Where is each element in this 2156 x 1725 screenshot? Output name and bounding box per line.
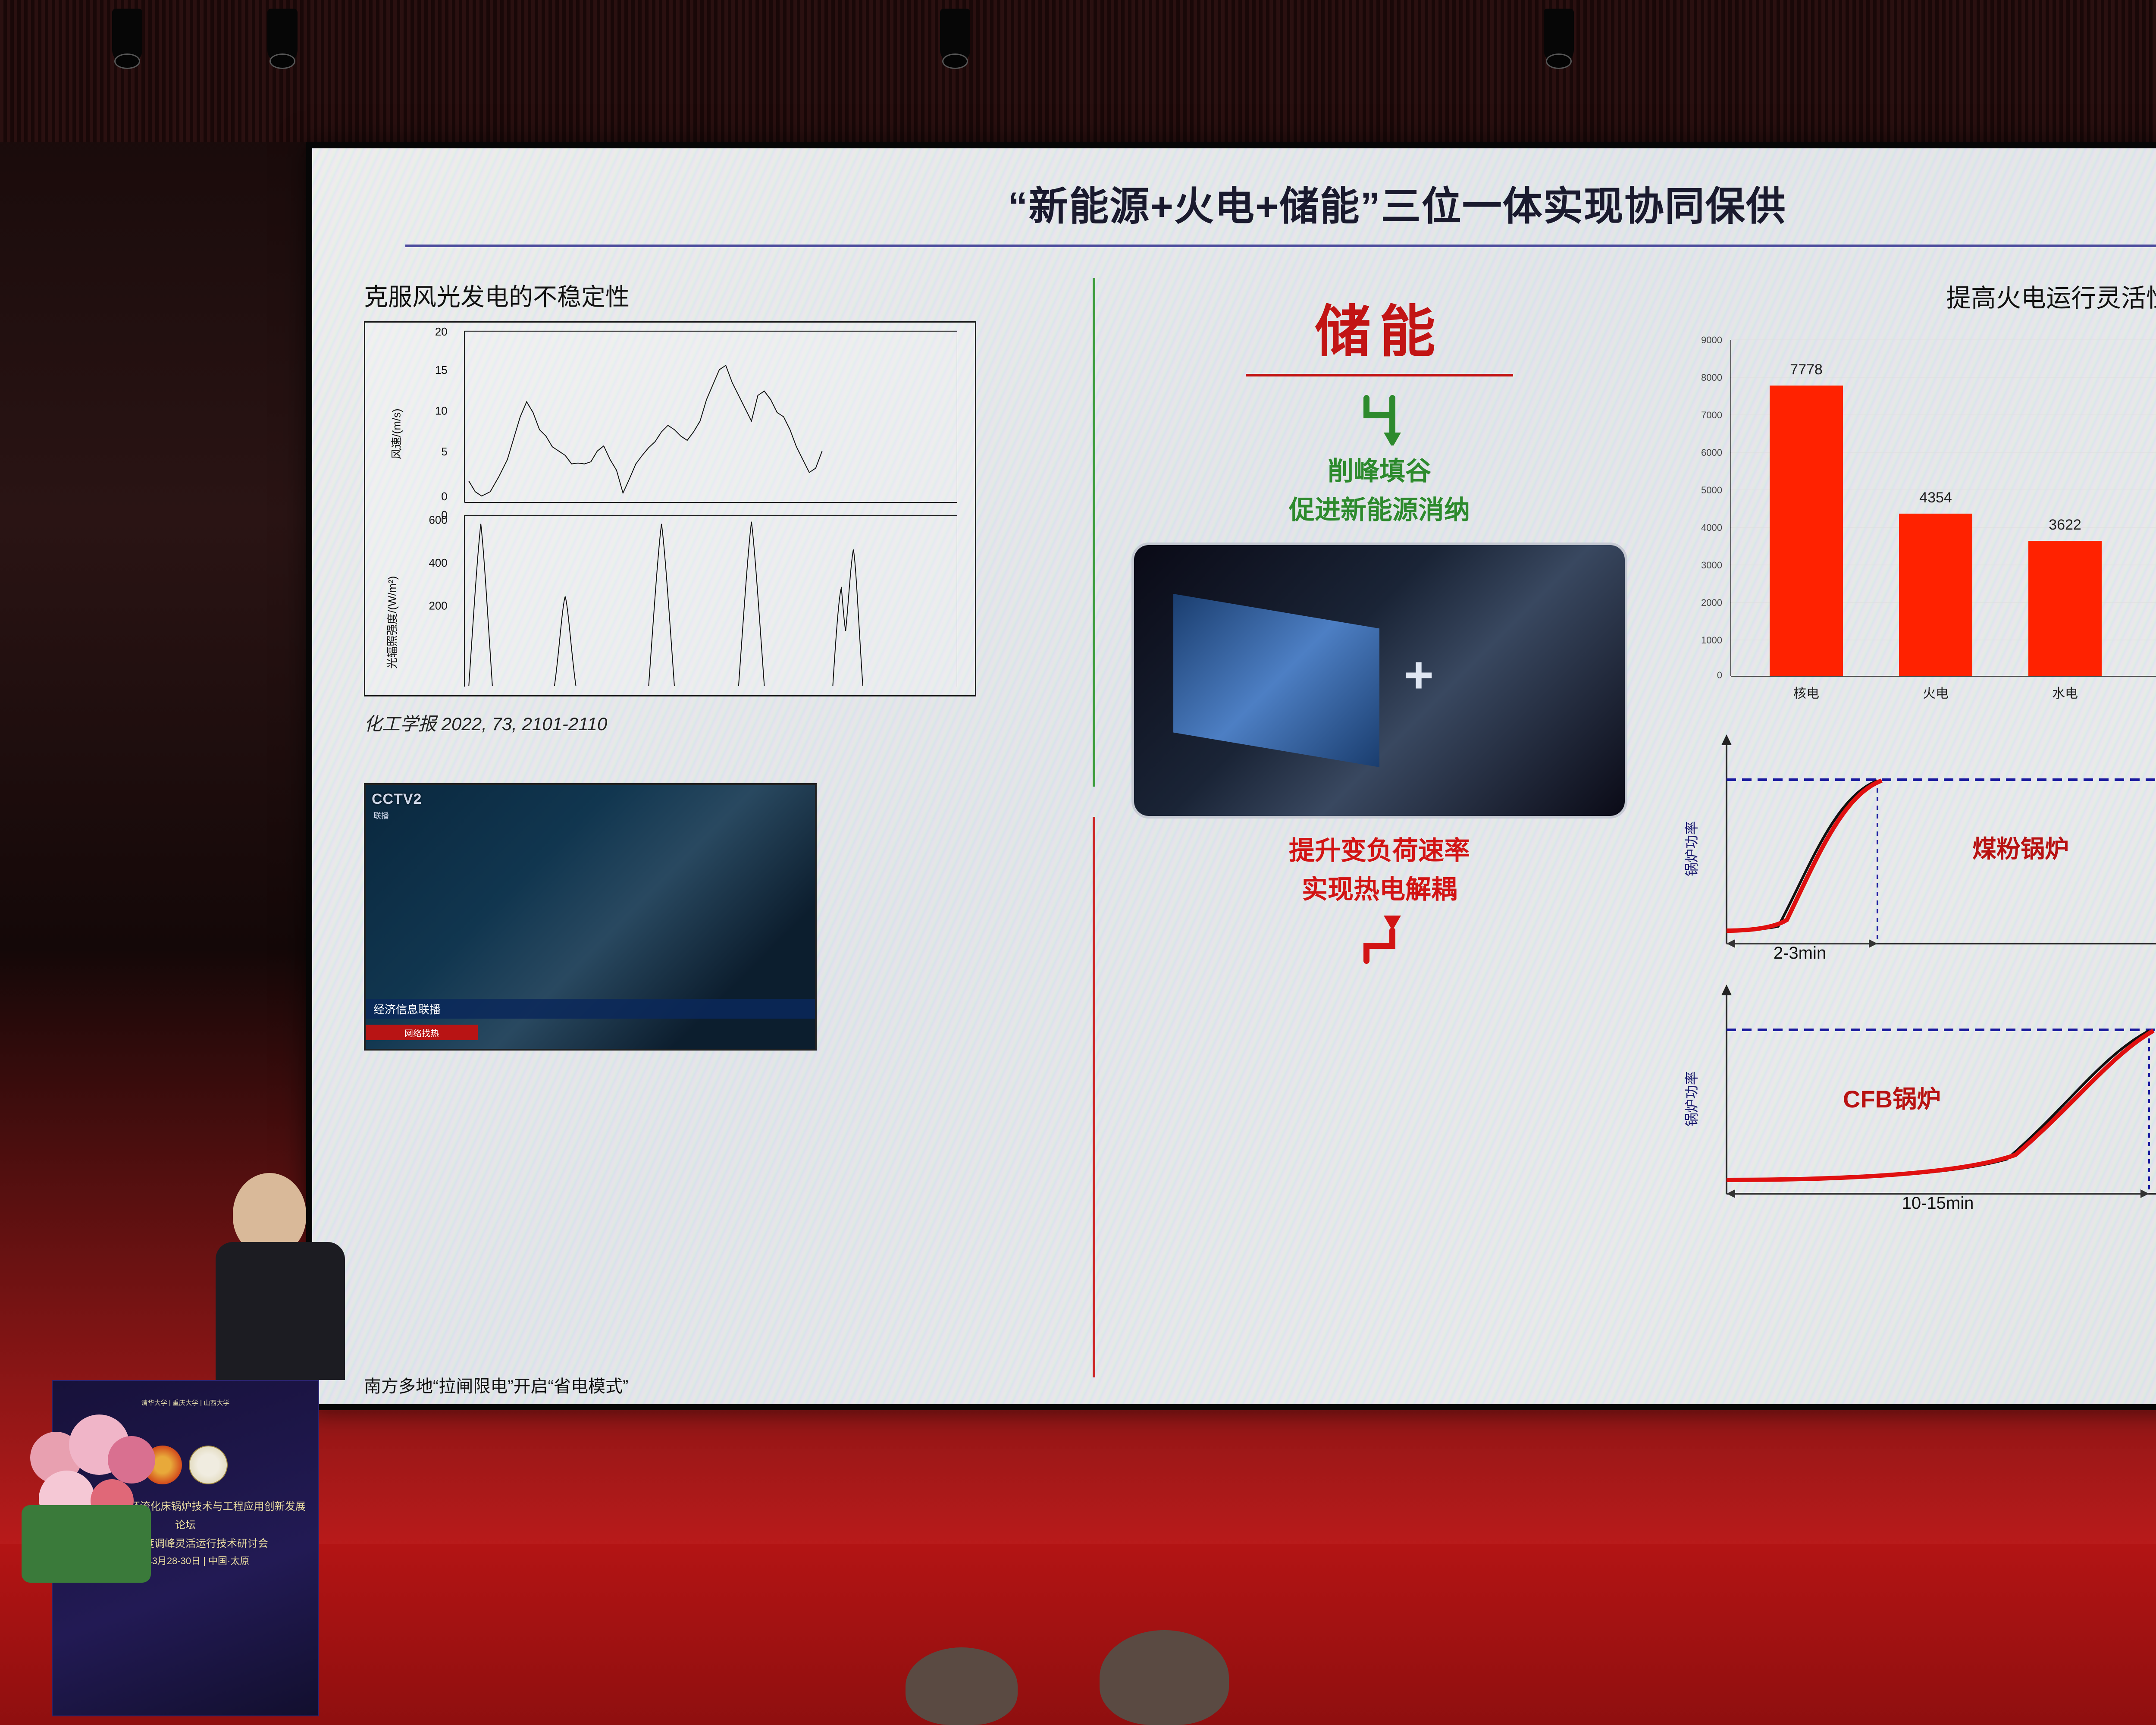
- svg-text:5000: 5000: [1701, 485, 1722, 496]
- left-chart-panel: 克服风光发电的不稳定性 20 15 10 5 0 风速/(m/s): [364, 278, 989, 1377]
- svg-text:600: 600: [429, 514, 448, 527]
- stage-carpet: [0, 1544, 2156, 1725]
- svg-text:光辐照强度/(W/m²): 光辐照强度/(W/m²): [386, 576, 398, 669]
- storage-top-caption: 削峰填谷 促进新能源消纳: [1131, 452, 1627, 530]
- svg-text:4000: 4000: [1701, 522, 1722, 533]
- generation-bar-chart-svg: 9000 8000 7000 6000 5000 4000 3000: [1670, 323, 2156, 711]
- svg-text:8000: 8000: [1701, 372, 1722, 383]
- svg-text:15: 15: [435, 364, 448, 376]
- cfb-boiler-response-chart: 锅炉功率 CFB锅炉 10-15min: [1670, 978, 2156, 1211]
- battery-plus-icon: +: [1404, 645, 1434, 705]
- room-background: “新能源+火电+储能”三位一体实现协同保供 克服风光发电的不稳定性 20 15 …: [0, 0, 2156, 1725]
- svg-text:火电: 火电: [1923, 687, 1949, 701]
- svg-text:7000: 7000: [1701, 410, 1722, 420]
- slide-title-text: “新能源+火电+储能”三位一体实现协同保供: [312, 174, 2156, 232]
- slide-title-bar: “新能源+火电+储能”三位一体实现协同保供: [312, 174, 2156, 247]
- svg-text:3000: 3000: [1701, 560, 1722, 571]
- svg-text:0: 0: [1717, 670, 1722, 681]
- led-presentation-screen: “新能源+火电+储能”三位一体实现协同保供 克服风光发电的不稳定性 20 15 …: [306, 142, 2156, 1410]
- svg-text:200: 200: [429, 600, 448, 612]
- svg-text:2000: 2000: [1701, 597, 1722, 608]
- generation-bar-chart: 9000 8000 7000 6000 5000 4000 3000: [1670, 323, 2156, 711]
- coal-boiler-response-chart: 锅炉功率 煤粉锅炉 2-3min: [1670, 728, 2156, 961]
- channel-sub-label: 联播: [373, 810, 389, 821]
- storage-title: 储能: [1246, 286, 1513, 376]
- podium-flower-bouquet: [13, 1406, 254, 1587]
- speaker-body: [216, 1242, 345, 1380]
- spotlight-fixture: [267, 9, 298, 65]
- spotlight-fixture: [112, 9, 142, 65]
- svg-text:3622: 3622: [2049, 517, 2081, 533]
- red-vertical-divider: [1093, 817, 1095, 1377]
- svg-text:6000: 6000: [1701, 447, 1722, 458]
- spotlight-fixture: [940, 9, 970, 65]
- center-storage-panel: 储能 削峰填谷 促进新能源消纳 + 提升变负荷速率 实现热电解耦: [1131, 278, 1627, 1377]
- storage-bottom-caption: 提升变负荷速率 实现热电解耦: [1131, 831, 1627, 909]
- red-up-arrow-icon: [1131, 913, 1627, 967]
- video-red-banner: 网络找热: [366, 1025, 478, 1040]
- svg-text:2-3min: 2-3min: [1774, 944, 1826, 961]
- right-chart-panel: 提高火电运行灵活性 9000 8000 7000 6000: [1670, 278, 2156, 1377]
- svg-text:10: 10: [435, 405, 448, 417]
- svg-text:1000: 1000: [1701, 635, 1722, 646]
- green-vertical-divider: [1093, 278, 1095, 787]
- svg-text:4354: 4354: [1919, 489, 1952, 506]
- news-broadcast-video[interactable]: CCTV2 联播 经济信息联播 网络找热: [364, 783, 817, 1051]
- title-underline: [405, 245, 2156, 247]
- green-down-arrow-icon: [1131, 394, 1627, 448]
- svg-text:核电: 核电: [1793, 687, 1819, 701]
- channel-logo-text: CCTV2: [372, 791, 422, 808]
- svg-text:锅炉功率: 锅炉功率: [1684, 1071, 1699, 1126]
- svg-text:20: 20: [435, 326, 448, 338]
- svg-text:7778: 7778: [1790, 361, 1823, 378]
- speaker-at-podium: [207, 1173, 371, 1389]
- svg-text:10-15min: 10-15min: [1902, 1194, 1974, 1211]
- svg-text:0: 0: [441, 491, 447, 503]
- video-caption-text: 南方多地“拉闸限电”开启“省电模式”: [364, 1372, 628, 1397]
- audience-member: [906, 1647, 1018, 1725]
- svg-text:9000: 9000: [1701, 335, 1722, 345]
- svg-text:400: 400: [429, 557, 448, 569]
- cfb-boiler-chart-svg: 锅炉功率 CFB锅炉 10-15min: [1670, 978, 2156, 1211]
- svg-text:煤粉锅炉: 煤粉锅炉: [1972, 835, 2069, 862]
- battery-illustration: +: [1131, 543, 1627, 819]
- spotlight-fixture: [1544, 9, 1574, 65]
- svg-text:锅炉功率: 锅炉功率: [1684, 821, 1699, 876]
- video-blue-banner: 经济信息联播: [366, 999, 815, 1019]
- right-panel-heading: 提高火电运行灵活性: [1670, 278, 2156, 314]
- chart-citation: 化工学报 2022, 73, 2101-2110: [364, 709, 989, 736]
- svg-text:水电: 水电: [2052, 687, 2078, 701]
- ceiling-panel: [0, 0, 2156, 142]
- left-panel-heading: 克服风光发电的不稳定性: [364, 278, 989, 313]
- svg-text:CFB锅炉: CFB锅炉: [1843, 1085, 1941, 1113]
- wind-solar-chart: 20 15 10 5 0 风速/(m/s) 0 200 400 600: [364, 321, 976, 696]
- solar-grid-texture: [1173, 594, 1379, 767]
- svg-text:5: 5: [441, 446, 447, 458]
- wind-solar-chart-svg: 20 15 10 5 0 风速/(m/s) 0 200 400 600: [365, 323, 975, 695]
- audience-member: [1100, 1630, 1229, 1725]
- coal-boiler-chart-svg: 锅炉功率 煤粉锅炉 2-3min: [1670, 728, 2156, 961]
- svg-text:风速/(m/s): 风速/(m/s): [390, 408, 403, 459]
